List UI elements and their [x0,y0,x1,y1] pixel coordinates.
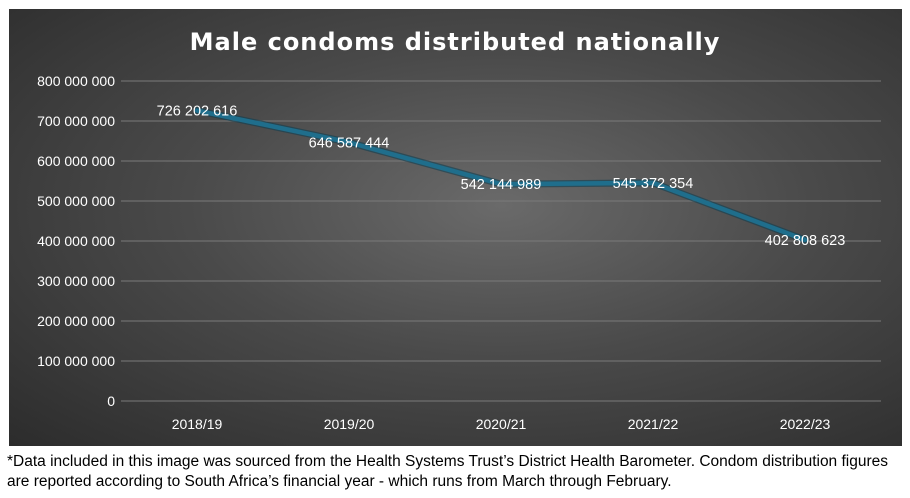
x-tick-label: 2021/22 [628,416,679,432]
data-point [803,237,807,242]
y-tick-label: 400 000 000 [37,233,115,249]
line-chart: Male condoms distributed nationally 0 100… [37,28,881,432]
data-point [651,180,655,185]
y-tick-label: 0 [107,393,115,409]
x-tick-label: 2020/21 [476,416,527,432]
data-point [347,140,351,145]
data-label: 402 808 623 [765,233,846,249]
data-label: 646 587 444 [309,135,390,151]
series-line-layer [193,107,809,244]
x-tick-label: 2022/23 [780,416,831,432]
data-point [499,182,503,187]
series-line [194,108,808,243]
y-tick-label: 100 000 000 [37,353,115,369]
y-tick-label: 300 000 000 [37,273,115,289]
data-point [195,108,199,113]
y-tick-label: 600 000 000 [37,153,115,169]
source-caption: *Data included in this image was sourced… [7,453,889,490]
x-tick-label: 2019/20 [324,416,375,432]
y-axis-tick-labels: 0 100 000 000 200 000 000 300 000 000 400 00… [37,73,115,409]
data-label: 726 202 616 [157,104,238,120]
chart-panel: Male condoms distributed nationally 0 100… [9,9,902,446]
chart-title: Male condoms distributed nationally [190,28,721,56]
y-tick-label: 200 000 000 [37,313,115,329]
x-tick-label: 2018/19 [172,416,223,432]
x-axis-tick-labels: 2018/19 2019/20 2020/21 2021/22 2022/23 [172,416,831,432]
y-tick-label: 500 000 000 [37,193,115,209]
y-tick-label: 800 000 000 [37,73,115,89]
data-labels: 726 202 616 646 587 444 542 144 989 545 372… [157,104,846,249]
y-tick-label: 700 000 000 [37,113,115,129]
data-label: 542 144 989 [461,177,542,193]
gridlines [121,80,881,402]
data-label: 545 372 354 [613,176,694,192]
